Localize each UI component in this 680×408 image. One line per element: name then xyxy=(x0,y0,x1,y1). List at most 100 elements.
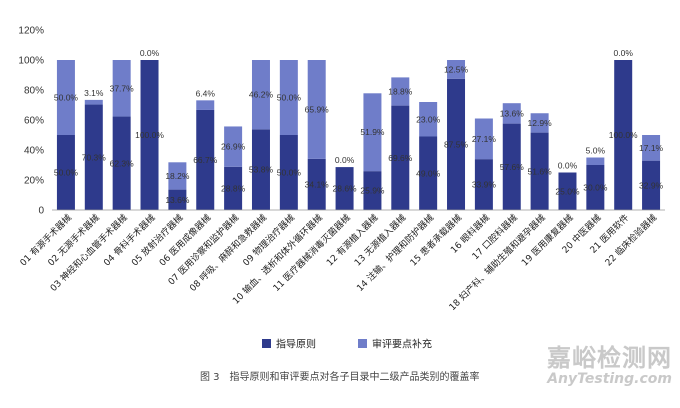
figure-caption-text: 指导原则和审评要点对各子目录中二级产品类别的覆盖率 xyxy=(229,372,480,383)
watermark-english: AnyTesting.com xyxy=(547,371,672,387)
bar-review-points xyxy=(56,60,75,135)
figure-caption: 图 3 指导原则和审评要点对各子目录中二级产品类别的覆盖率 xyxy=(200,368,490,383)
bar-guideline xyxy=(447,78,466,210)
data-label-review-points: 46.2% xyxy=(249,90,274,100)
data-label-review-points: 0.0% xyxy=(335,155,355,165)
data-label-review-points: 51.9% xyxy=(360,127,385,137)
data-label-group: 50.0%50.0%70.3%3.1%62.3%37.7%100.0%0.0%1… xyxy=(54,48,664,205)
bar-review-points xyxy=(251,60,270,130)
data-label-review-points: 0.0% xyxy=(614,48,634,58)
y-tick-label: 100% xyxy=(18,56,44,67)
data-label-guideline: 51.6% xyxy=(528,166,553,176)
legend-label: 指导原则 xyxy=(276,338,316,351)
data-label-review-points: 37.7% xyxy=(110,83,135,93)
bar-review-points xyxy=(447,60,466,79)
data-label-review-points: 13.6% xyxy=(500,108,525,118)
data-label-guideline: 100.0% xyxy=(135,130,164,140)
data-label-review-points: 27.1% xyxy=(472,134,497,144)
bar-guideline xyxy=(614,60,633,210)
data-label-guideline: 87.5% xyxy=(444,139,469,149)
bar-guideline xyxy=(502,123,521,210)
bar-guideline xyxy=(140,60,159,210)
bar-review-points xyxy=(307,60,326,159)
bar-series-group xyxy=(56,60,661,210)
bar-review-points xyxy=(112,60,131,117)
data-label-review-points: 18.8% xyxy=(388,87,413,97)
data-label-review-points: 0.0% xyxy=(558,161,578,171)
legend-label: 审评要点补充 xyxy=(372,338,432,351)
watermark: 嘉峪检测网 AnyTesting.com xyxy=(512,338,672,387)
data-label-guideline: 28.8% xyxy=(221,183,246,193)
bar-guideline xyxy=(586,165,605,210)
data-label-review-points: 12.5% xyxy=(444,64,469,74)
data-label-guideline: 34.1% xyxy=(305,179,330,189)
data-label-guideline: 25.0% xyxy=(555,186,580,196)
bar-review-points xyxy=(586,157,605,165)
legend-swatch xyxy=(358,339,367,348)
data-label-guideline: 53.8% xyxy=(249,165,274,175)
y-axis: 0 20% 40% 60% 80% 100% 120% xyxy=(18,26,44,217)
data-label-review-points: 0.0% xyxy=(140,48,160,58)
data-label-guideline: 66.7% xyxy=(193,155,218,165)
bar-guideline xyxy=(642,160,661,210)
bar-review-points xyxy=(502,103,521,124)
data-label-review-points: 50.0% xyxy=(277,93,302,103)
data-label-guideline: 57.6% xyxy=(500,162,525,172)
data-label-review-points: 65.9% xyxy=(305,104,330,114)
figure-number: 图 3 xyxy=(200,372,220,383)
data-label-review-points: 3.1% xyxy=(84,88,104,98)
bar-guideline xyxy=(196,109,215,210)
y-tick-label: 0 xyxy=(38,206,44,217)
bar-guideline xyxy=(307,158,326,210)
bar-guideline xyxy=(391,105,410,210)
data-label-review-points: 26.9% xyxy=(221,142,246,152)
data-label-guideline: 100.0% xyxy=(609,130,638,140)
bar-guideline xyxy=(251,129,270,210)
y-tick-label: 60% xyxy=(24,116,44,127)
data-label-guideline: 69.6% xyxy=(388,153,413,163)
data-label-review-points: 5.0% xyxy=(586,146,606,156)
y-tick-label: 120% xyxy=(18,26,44,37)
data-label-review-points: 12.9% xyxy=(528,118,553,128)
bar-guideline xyxy=(419,136,438,210)
bar-guideline xyxy=(558,172,577,210)
bar-guideline xyxy=(474,159,493,210)
bar-guideline xyxy=(335,167,354,210)
data-label-guideline: 62.3% xyxy=(110,158,135,168)
bar-review-points xyxy=(279,60,298,135)
bar-guideline xyxy=(279,135,298,210)
bar-guideline xyxy=(224,166,243,210)
data-label-guideline: 25.9% xyxy=(360,186,385,196)
data-label-guideline: 32.9% xyxy=(639,180,664,190)
bar-guideline xyxy=(363,171,382,210)
bar-review-points xyxy=(363,93,382,172)
bar-review-points xyxy=(419,102,438,137)
bar-guideline xyxy=(84,104,103,210)
data-label-guideline: 30.0% xyxy=(583,183,608,193)
bar-review-points xyxy=(642,135,661,161)
watermark-chinese: 嘉峪检测网 xyxy=(547,344,672,372)
data-label-guideline: 70.3% xyxy=(82,152,107,162)
data-label-review-points: 17.1% xyxy=(639,143,664,153)
x-tick-label: 01 有源手术器械 xyxy=(17,212,74,269)
bar-guideline xyxy=(56,135,75,210)
legend: 指导原则 审评要点补充 xyxy=(262,338,432,351)
data-label-review-points: 50.0% xyxy=(54,93,79,103)
bar-review-points xyxy=(530,113,549,133)
data-label-review-points: 6.4% xyxy=(196,88,216,98)
data-label-guideline: 50.0% xyxy=(54,168,79,178)
bar-review-points xyxy=(474,118,493,160)
y-tick-label: 20% xyxy=(24,176,44,187)
bar-review-points xyxy=(84,99,103,105)
legend-swatch xyxy=(262,339,271,348)
bar-guideline xyxy=(168,189,187,210)
data-label-guideline: 50.0% xyxy=(277,168,302,178)
y-tick-label: 40% xyxy=(24,146,44,157)
bar-review-points xyxy=(391,77,410,106)
bar-review-points xyxy=(196,100,215,110)
data-label-review-points: 23.0% xyxy=(416,114,441,124)
data-label-guideline: 13.6% xyxy=(165,195,190,205)
y-tick-label: 80% xyxy=(24,86,44,97)
